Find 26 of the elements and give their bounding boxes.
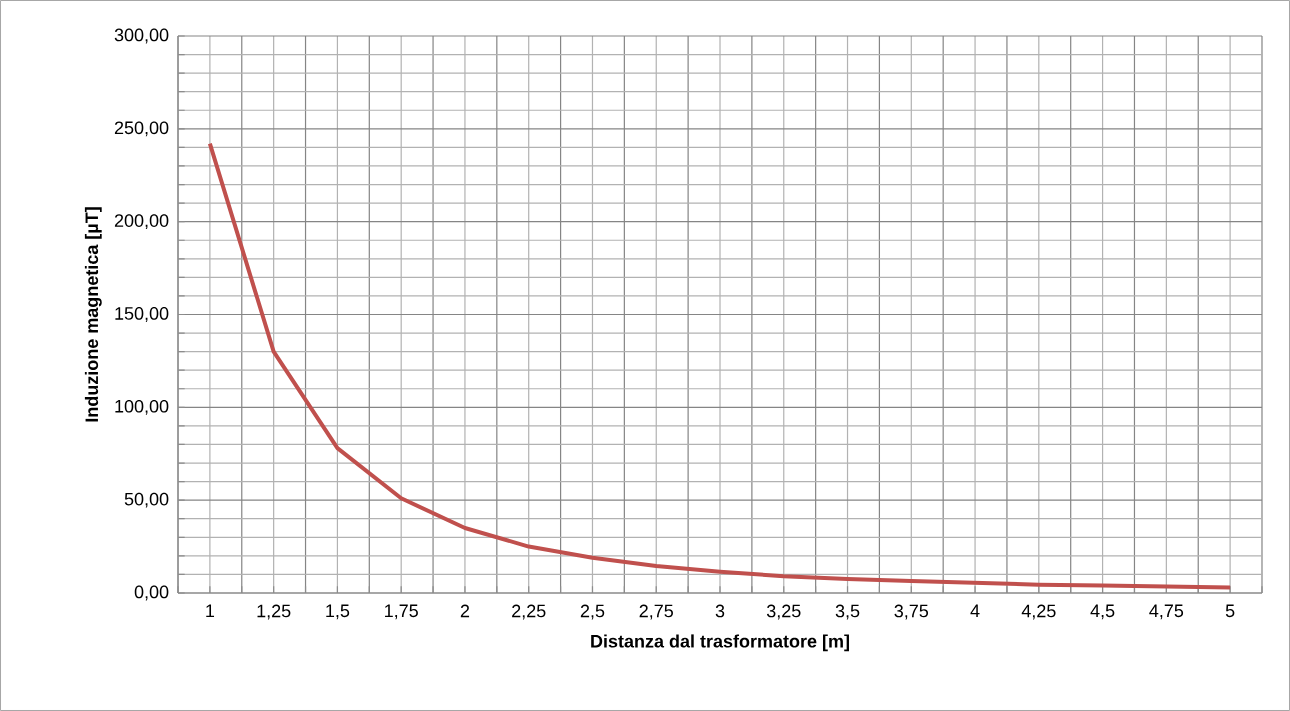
y-tick-label: 50,00 bbox=[124, 492, 169, 508]
x-tick-label: 3 bbox=[715, 604, 725, 618]
x-tick-label: 5 bbox=[1225, 604, 1235, 618]
y-tick-label: 300,00 bbox=[114, 28, 169, 44]
x-tick-label: 3,75 bbox=[894, 604, 929, 620]
y-tick-label: 100,00 bbox=[115, 399, 169, 415]
x-tick-label: 3,5 bbox=[835, 604, 860, 620]
y-tick-label: 250,00 bbox=[114, 121, 169, 137]
x-tick-label: 2,25 bbox=[512, 604, 546, 620]
x-tick-label: 4,5 bbox=[1090, 604, 1115, 620]
x-tick-label: 1 bbox=[206, 604, 215, 617]
x-tick-label: 4,25 bbox=[1021, 604, 1056, 620]
x-axis-title: Distanza dal trasformatore [m] bbox=[591, 634, 849, 652]
x-tick-label: 1,5 bbox=[326, 604, 350, 620]
y-tick-label: 200,00 bbox=[114, 214, 169, 230]
x-tick-label: 2 bbox=[460, 604, 470, 618]
y-tick-label: 0,00 bbox=[134, 585, 169, 601]
x-tick-label: 4 bbox=[970, 604, 980, 617]
x-tick-label: 4,75 bbox=[1149, 604, 1184, 620]
x-tick-label: 1,25 bbox=[257, 604, 291, 620]
y-axis-title: Induzione magnetica [µT] bbox=[84, 207, 102, 422]
y-tick-label: 150,00 bbox=[115, 307, 169, 322]
x-tick-label: 1,75 bbox=[385, 604, 418, 620]
x-tick-label: 2,5 bbox=[580, 604, 605, 620]
x-tick-label: 2,75 bbox=[639, 604, 674, 620]
x-tick-label: 3,25 bbox=[766, 604, 801, 620]
